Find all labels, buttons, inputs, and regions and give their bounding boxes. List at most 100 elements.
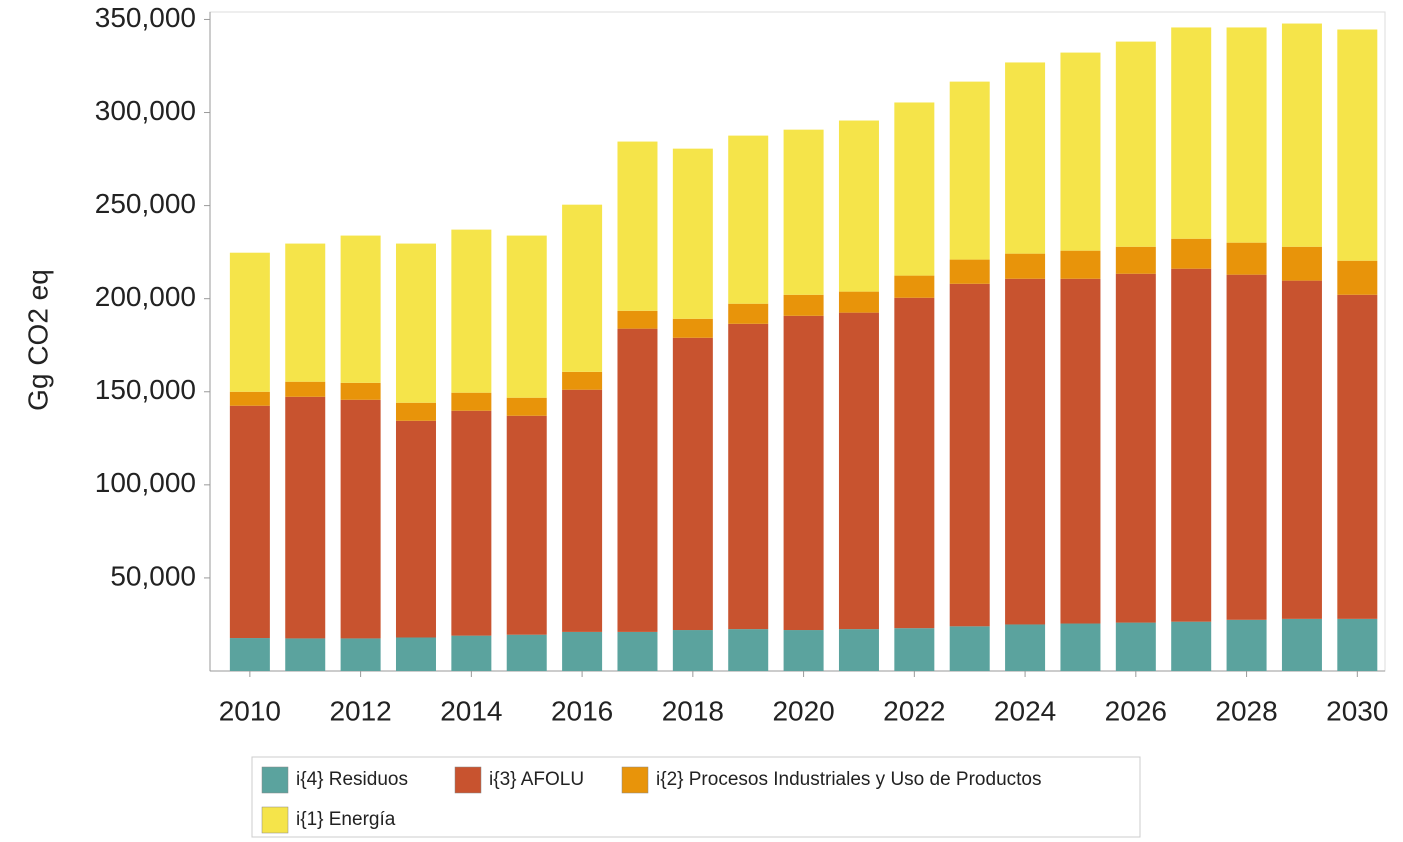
x-tick-label: 2022 xyxy=(883,695,945,726)
bar-segment xyxy=(1281,280,1322,619)
bar-segment xyxy=(562,631,603,671)
bar-segment xyxy=(1005,62,1046,254)
bar-segment xyxy=(1171,27,1212,239)
bar-segment xyxy=(783,315,824,631)
bar-segment xyxy=(672,148,713,319)
x-tick-label: 2014 xyxy=(440,695,502,726)
legend-box xyxy=(251,756,1141,838)
bar-segment xyxy=(1060,623,1101,671)
bar-segment xyxy=(229,405,270,639)
bar-segment xyxy=(1337,29,1378,261)
bar-segment xyxy=(562,371,603,390)
bar-segment xyxy=(1115,41,1156,247)
bar-segment xyxy=(229,252,270,392)
bar-segment xyxy=(506,634,547,671)
bar-segment xyxy=(617,328,658,632)
x-tick-label: 2016 xyxy=(551,695,613,726)
bar-segment xyxy=(949,283,990,627)
bar-segment xyxy=(894,628,935,671)
x-tick-label: 2026 xyxy=(1105,695,1167,726)
bar-segment xyxy=(838,291,879,313)
bar-segment xyxy=(1281,246,1322,281)
legend-swatch xyxy=(621,766,649,794)
bar-segment xyxy=(1115,246,1156,274)
y-tick-label: 200,000 xyxy=(95,281,196,312)
legend-swatch xyxy=(454,766,482,794)
y-tick-label: 150,000 xyxy=(95,374,196,405)
bar-segment xyxy=(1337,260,1378,295)
x-tick-label: 2012 xyxy=(329,695,391,726)
bar-segment xyxy=(783,129,824,295)
bar-segment xyxy=(1005,253,1046,279)
bar-segment xyxy=(451,392,492,411)
bar-segment xyxy=(1060,52,1101,251)
bar-segment xyxy=(838,312,879,630)
bar-segment xyxy=(783,294,824,316)
bar-segment xyxy=(1171,238,1212,269)
bar-segment xyxy=(617,310,658,329)
bar-segment xyxy=(395,637,436,671)
bar-segment xyxy=(395,243,436,403)
bar-segment xyxy=(1005,278,1046,625)
y-tick-label: 350,000 xyxy=(95,2,196,33)
bar-segment xyxy=(894,275,935,298)
y-tick-label: 100,000 xyxy=(95,467,196,498)
bar-segment xyxy=(672,630,713,671)
bar-segment xyxy=(672,318,713,338)
bar-segment xyxy=(949,259,990,284)
bar-segment xyxy=(340,382,381,400)
bar-segment xyxy=(1226,619,1267,671)
bar-segment xyxy=(562,204,603,372)
bar-segment xyxy=(617,141,658,311)
y-tick-label: 250,000 xyxy=(95,188,196,219)
bar-segment xyxy=(838,629,879,671)
y-tick-label: 300,000 xyxy=(95,95,196,126)
bar-segment xyxy=(1171,268,1212,622)
bar-segment xyxy=(783,630,824,671)
y-tick-label: 50,000 xyxy=(110,560,196,591)
bar-segment xyxy=(395,420,436,638)
bar-segment xyxy=(1281,23,1322,247)
bar-segment xyxy=(1005,624,1046,671)
bar-segment xyxy=(1337,294,1378,619)
bar-segment xyxy=(838,120,879,292)
bar-segment xyxy=(728,629,769,671)
bar-segment xyxy=(229,638,270,671)
bar-segment xyxy=(1226,27,1267,243)
bar-segment xyxy=(506,397,547,416)
bar-segment xyxy=(395,402,436,421)
bar-segment xyxy=(1060,278,1101,624)
bar-segment xyxy=(1060,250,1101,279)
bar-segment xyxy=(949,626,990,671)
bar-segment xyxy=(1226,274,1267,620)
bar-segment xyxy=(506,235,547,398)
bar-segment xyxy=(1226,242,1267,275)
legend-label: i{1} Energía xyxy=(296,809,396,830)
x-tick-label: 2020 xyxy=(772,695,834,726)
bar-segment xyxy=(1115,273,1156,623)
bar-segment xyxy=(285,243,326,382)
bar-segment xyxy=(340,638,381,671)
bar-segment xyxy=(894,102,935,276)
x-tick-label: 2028 xyxy=(1215,695,1277,726)
legend-swatch xyxy=(261,806,289,834)
bar-segment xyxy=(285,381,326,397)
bar-segment xyxy=(728,135,769,304)
x-tick-label: 2010 xyxy=(219,695,281,726)
legend-label: i{4} Residuos xyxy=(296,769,408,790)
bar-segment xyxy=(728,303,769,324)
x-tick-label: 2018 xyxy=(662,695,724,726)
x-tick-label: 2030 xyxy=(1326,695,1388,726)
bar-segment xyxy=(451,410,492,636)
bar-segment xyxy=(340,235,381,383)
bar-segment xyxy=(894,297,935,629)
bar-segment xyxy=(506,415,547,635)
bar-segment xyxy=(1281,618,1322,671)
bar-segment xyxy=(285,396,326,639)
bar-segment xyxy=(1337,618,1378,671)
bar-segment xyxy=(672,337,713,631)
bar-segment xyxy=(285,638,326,671)
bar-segment xyxy=(617,631,658,671)
bar-segment xyxy=(728,323,769,630)
bar-segment xyxy=(340,399,381,639)
